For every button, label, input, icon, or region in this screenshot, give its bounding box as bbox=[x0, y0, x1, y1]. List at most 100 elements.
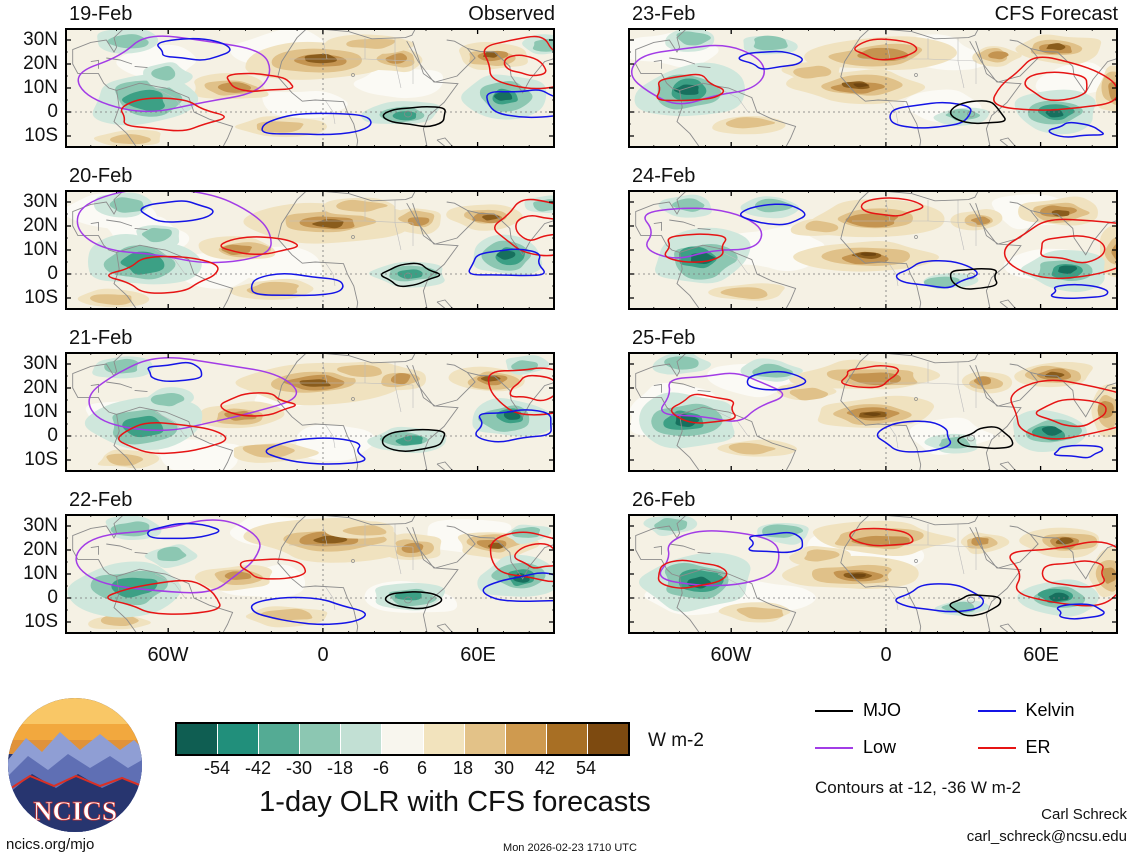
panel-date-label: 25-Feb bbox=[632, 327, 696, 349]
legend-line-swatch bbox=[977, 709, 1016, 712]
legend-item-low: Low bbox=[815, 737, 968, 758]
map-panel bbox=[65, 352, 555, 472]
x-axis-tick-label: 60W bbox=[710, 644, 752, 666]
colorbar-tick-label: -30 bbox=[285, 758, 312, 778]
panel-date-label: 23-Feb bbox=[632, 3, 696, 25]
x-axis-tick-label: 60W bbox=[147, 644, 189, 666]
legend-label: ER bbox=[1025, 737, 1051, 757]
legend-line-swatch bbox=[815, 746, 853, 749]
contour-legend: MJO Kelvin Low ER bbox=[815, 700, 1130, 758]
y-axis-tick-label: 10S bbox=[24, 287, 58, 308]
legend-item-kelvin: Kelvin bbox=[977, 700, 1131, 721]
colorbar-tick-label: -54 bbox=[203, 758, 230, 778]
logo-mountain-front bbox=[8, 774, 142, 832]
colorbar-tick-label: 6 bbox=[416, 758, 427, 778]
colorbar-segment bbox=[258, 724, 300, 754]
olr-map bbox=[628, 352, 1118, 472]
y-axis-tick-label: 30N bbox=[23, 353, 58, 374]
map-panel bbox=[65, 514, 555, 634]
y-axis-tick-label: 10S bbox=[24, 611, 58, 632]
colorbar-tick-label: -6 bbox=[372, 758, 389, 778]
x-axis-tick-label: 60E bbox=[1023, 644, 1059, 666]
y-axis-tick-label: 10N bbox=[23, 563, 58, 584]
y-axis-tick-label: 10N bbox=[23, 239, 58, 260]
logo-sky-band bbox=[8, 724, 142, 740]
colorbar-units-label: W m-2 bbox=[648, 730, 704, 751]
y-axis-tick-label: 20N bbox=[23, 215, 58, 236]
ncics-logo: NCICS bbox=[8, 698, 142, 832]
olr-map bbox=[65, 352, 555, 472]
colorbar-tick-label: -42 bbox=[244, 758, 271, 778]
colorbar-segment bbox=[422, 724, 464, 754]
logo-text: NCICS bbox=[33, 796, 117, 826]
panel-date-label: 21-Feb bbox=[69, 327, 133, 349]
x-axis-tick-label: 0 bbox=[880, 644, 892, 666]
olr-map bbox=[65, 190, 555, 310]
y-axis-tick-label: 20N bbox=[23, 539, 58, 560]
y-axis-tick-label: 20N bbox=[23, 53, 58, 74]
timestamp: Mon 2026-02-23 1710 UTC bbox=[503, 842, 637, 854]
map-panel bbox=[628, 352, 1118, 472]
y-axis-tick-label: 0 bbox=[47, 263, 58, 284]
legend-label: Kelvin bbox=[1025, 700, 1075, 720]
y-axis-tick-label: 30N bbox=[23, 191, 58, 212]
olr-map bbox=[628, 28, 1118, 148]
figure-title: 1-day OLR with CFS forecasts bbox=[259, 786, 651, 818]
map-panel bbox=[65, 28, 555, 148]
logo-red-line bbox=[8, 774, 142, 791]
panel-date-label: 26-Feb bbox=[632, 489, 696, 511]
panel-date-label: 20-Feb bbox=[69, 165, 133, 187]
x-axis-tick-label: 60E bbox=[460, 644, 496, 666]
colorbar-segment bbox=[299, 724, 341, 754]
colorbar-segment bbox=[545, 724, 587, 754]
colorbar-segment bbox=[381, 724, 423, 754]
panel-date-label: 24-Feb bbox=[632, 165, 696, 187]
y-axis-tick-label: 10N bbox=[23, 77, 58, 98]
olr-map bbox=[628, 514, 1118, 634]
panel-date-label: 22-Feb bbox=[69, 489, 133, 511]
colorbar-tick-label: -18 bbox=[326, 758, 353, 778]
legend-item-mjo: MJO bbox=[815, 700, 968, 721]
colorbar-tick-label: 30 bbox=[493, 758, 515, 778]
colorbar-tick-label: 54 bbox=[575, 758, 597, 778]
olr-map bbox=[65, 28, 555, 148]
y-axis-tick-label: 10S bbox=[24, 449, 58, 470]
legend-line-swatch bbox=[977, 746, 1016, 749]
y-axis-tick-label: 0 bbox=[47, 587, 58, 608]
map-panel bbox=[628, 28, 1118, 148]
map-panel bbox=[628, 514, 1118, 634]
colorbar-tick-label: 42 bbox=[534, 758, 556, 778]
colorbar-segment bbox=[217, 724, 259, 754]
credit-author: Carl Schreck bbox=[1041, 806, 1127, 823]
colorbar-segment bbox=[177, 724, 218, 754]
ncics-logo-art: NCICS bbox=[8, 698, 142, 832]
colorbar-segment bbox=[586, 724, 629, 754]
y-axis-tick-label: 10N bbox=[23, 401, 58, 422]
y-axis-tick-label: 10S bbox=[24, 125, 58, 146]
colorbar-segment bbox=[340, 724, 382, 754]
y-axis-tick-label: 30N bbox=[23, 29, 58, 50]
colorbar-segment bbox=[504, 724, 546, 754]
site-url: ncics.org/mjo bbox=[6, 836, 95, 853]
x-axis-tick-label: 0 bbox=[317, 644, 329, 666]
y-axis-tick-label: 0 bbox=[47, 101, 58, 122]
olr-map bbox=[628, 190, 1118, 310]
y-axis-tick-label: 20N bbox=[23, 377, 58, 398]
olr-map bbox=[65, 514, 555, 634]
legend-label: MJO bbox=[863, 700, 901, 720]
legend-label: Low bbox=[863, 737, 897, 757]
map-panel bbox=[65, 190, 555, 310]
y-axis-tick-label: 0 bbox=[47, 425, 58, 446]
map-panel bbox=[628, 190, 1118, 310]
column-header: CFS Forecast bbox=[994, 3, 1118, 25]
column-header: Observed bbox=[468, 3, 555, 25]
legend-line-swatch bbox=[815, 709, 853, 712]
logo-sky-band bbox=[8, 698, 142, 724]
colorbar-tick-label: 18 bbox=[452, 758, 474, 778]
legend-item-er: ER bbox=[977, 737, 1131, 758]
panel-date-label: 19-Feb bbox=[69, 3, 133, 25]
y-axis-tick-label: 30N bbox=[23, 515, 58, 536]
colorbar bbox=[175, 722, 630, 756]
colorbar-segment bbox=[463, 724, 505, 754]
